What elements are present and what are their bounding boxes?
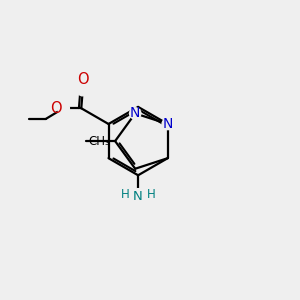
Circle shape (162, 118, 173, 130)
Text: H: H (121, 188, 130, 201)
Text: H: H (146, 188, 155, 201)
Circle shape (77, 84, 89, 96)
Circle shape (131, 189, 146, 203)
Text: O: O (50, 101, 62, 116)
Text: N: N (130, 106, 140, 120)
Text: O: O (77, 73, 88, 88)
Circle shape (58, 102, 69, 114)
Text: N: N (133, 190, 143, 202)
Circle shape (130, 108, 141, 119)
Text: CH₃: CH₃ (88, 135, 110, 148)
Text: N: N (163, 117, 173, 131)
